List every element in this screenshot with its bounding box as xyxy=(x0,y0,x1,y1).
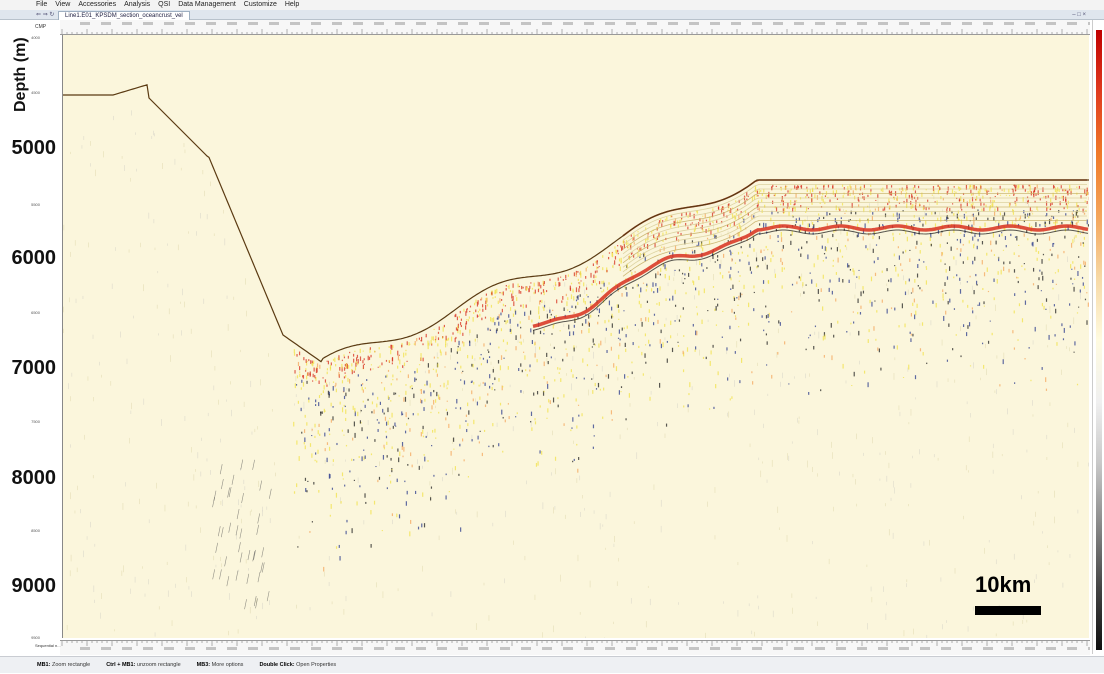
depth-tick-minor: 5500 xyxy=(31,202,40,207)
menu-analysis[interactable]: Analysis xyxy=(124,0,150,10)
sequential-axis-label: Sequential n... xyxy=(35,643,61,648)
colorbar-gradient xyxy=(1096,30,1102,650)
depth-tick-minor: 7500 xyxy=(31,419,40,424)
window-controls[interactable]: – □ × xyxy=(1072,11,1086,19)
depth-tick-minor: 4500 xyxy=(31,90,40,95)
seismic-section-view[interactable] xyxy=(62,35,1089,638)
tab-section[interactable]: Line1.E01_KPSDM_section_oceancrust_vel xyxy=(58,11,190,20)
seismic-image xyxy=(63,35,1089,638)
menu-customize[interactable]: Customize xyxy=(244,0,277,10)
menu-data-management[interactable]: Data Management xyxy=(178,0,236,10)
depth-tick-major: 8000 xyxy=(12,467,57,490)
menu-accessories[interactable]: Accessories xyxy=(78,0,116,10)
bottom-axis-ticks xyxy=(60,641,1090,655)
menu-view[interactable]: View xyxy=(55,0,70,10)
status-double-click: Double Click: Open Properties xyxy=(259,657,336,673)
scale-bar xyxy=(975,606,1041,615)
depth-tick-minor: 8500 xyxy=(31,528,40,533)
depth-axis-title: Depth (m) xyxy=(12,37,30,112)
depth-tick-minor: 4000 xyxy=(31,35,40,40)
status-mb3: MB3: More options xyxy=(197,657,244,673)
navigation-icons[interactable]: ⇐ ⇒ ↻ xyxy=(36,11,54,19)
depth-tick-minor: 9500 xyxy=(31,635,40,640)
top-axis-ticks xyxy=(60,20,1090,34)
depth-tick-minor: 6500 xyxy=(31,310,40,315)
status-ctrl-mb1: Ctrl + MB1: unzoom rectangle xyxy=(106,657,180,673)
status-mb1: MB1: Zoom rectangle xyxy=(37,657,90,673)
bottom-sequential-axis xyxy=(60,640,1090,655)
tab-bar: ⇐ ⇒ ↻ Line1.E01_KPSDM_section_oceancrust… xyxy=(0,10,1104,20)
scale-bar-label: 10km xyxy=(975,572,1031,598)
menu-file[interactable]: File xyxy=(36,0,47,10)
depth-tick-major: 7000 xyxy=(12,357,57,380)
status-bar: MB1: Zoom rectangle Ctrl + MB1: unzoom r… xyxy=(0,656,1104,673)
amplitude-colorbar[interactable] xyxy=(1092,20,1104,654)
depth-tick-major: 9000 xyxy=(12,575,57,598)
top-cmp-axis xyxy=(60,20,1090,35)
depth-tick-major: 6000 xyxy=(12,247,57,270)
menu-qsi[interactable]: QSI xyxy=(158,0,170,10)
depth-axis: Depth (m) 4000 4500 5000 5500 6000 6500 … xyxy=(0,20,62,654)
menu-bar: File View Accessories Analysis QSI Data … xyxy=(0,0,1104,10)
depth-tick-major: 5000 xyxy=(12,137,57,160)
menu-help[interactable]: Help xyxy=(285,0,299,10)
